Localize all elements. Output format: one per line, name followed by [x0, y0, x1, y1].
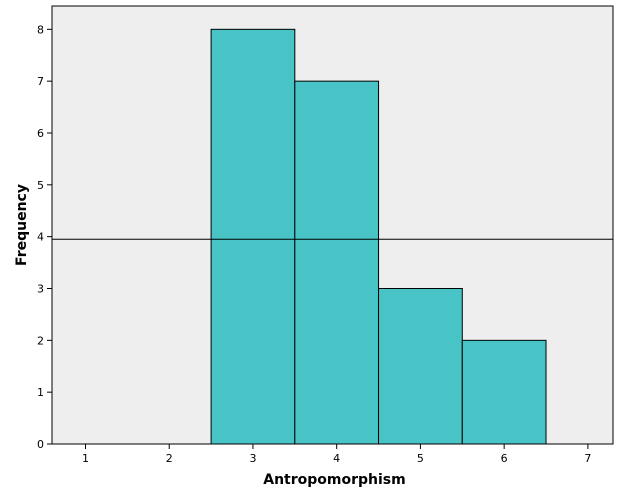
y-tick-label: 0 [37, 438, 44, 451]
y-tick-label: 5 [37, 179, 44, 192]
y-tick-label: 7 [37, 75, 44, 88]
x-tick-label: 5 [417, 452, 424, 465]
y-tick-label: 3 [37, 282, 44, 295]
y-tick-label: 6 [37, 127, 44, 140]
histogram-bar-1 [210, 28, 296, 445]
x-tick-label: 2 [166, 452, 173, 465]
y-tick-label: 4 [37, 231, 44, 244]
x-tick-label: 1 [82, 452, 89, 465]
x-axis-title: Antropomorphism [263, 472, 405, 488]
bars-group [210, 28, 547, 445]
histogram-bar-2 [294, 80, 380, 445]
y-tick-label: 8 [37, 23, 44, 36]
x-tick-label: 6 [501, 452, 508, 465]
axes-group: 0 1 2 3 4 5 6 7 8 1 2 3 4 5 6 7 [37, 6, 613, 465]
y-tick-label: 2 [37, 334, 44, 347]
x-tick-label: 3 [249, 452, 256, 465]
x-tick-label: 4 [333, 452, 340, 465]
x-tick-label: 7 [584, 452, 591, 465]
y-axis-title: Frequency [14, 184, 30, 266]
histogram-bar-4 [461, 339, 547, 445]
histogram-bar-3 [378, 287, 463, 445]
y-tick-label: 1 [37, 386, 44, 399]
